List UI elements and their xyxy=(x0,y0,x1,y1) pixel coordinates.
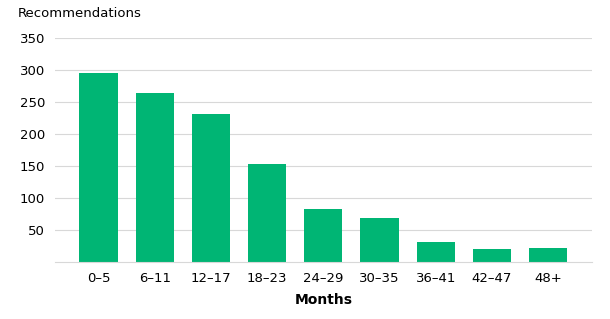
Text: Recommendations: Recommendations xyxy=(17,7,141,20)
Bar xyxy=(79,73,118,262)
Bar xyxy=(417,242,455,262)
Bar xyxy=(361,218,399,262)
Bar xyxy=(529,248,567,262)
Bar xyxy=(192,114,230,262)
X-axis label: Months: Months xyxy=(294,293,353,307)
Bar xyxy=(248,164,286,262)
Bar xyxy=(135,93,174,262)
Bar xyxy=(473,249,511,262)
Bar xyxy=(304,209,342,262)
